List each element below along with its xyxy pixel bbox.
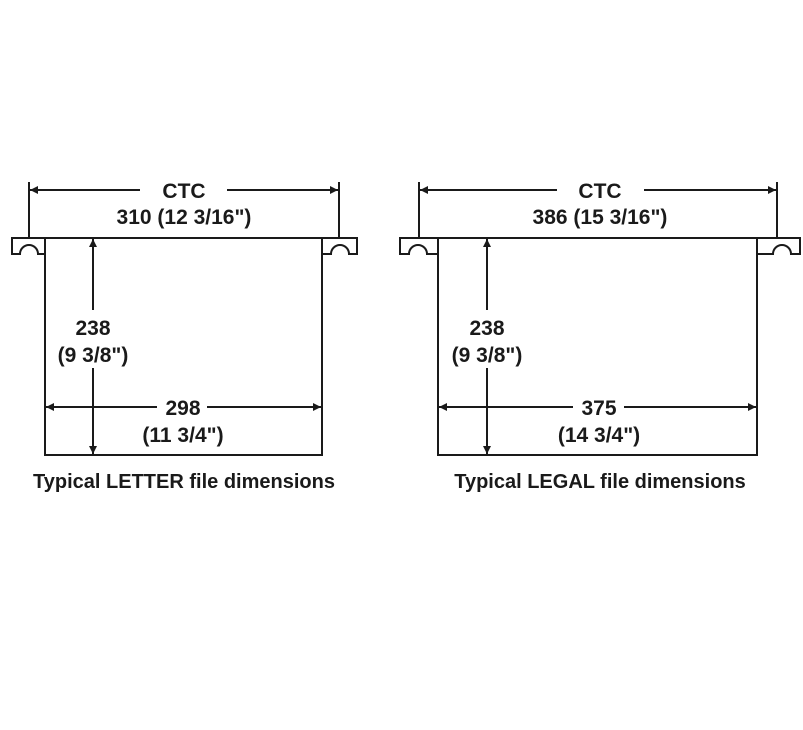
letter-height-value: 238 xyxy=(75,317,110,340)
left-hanger-tab xyxy=(399,237,438,255)
legal-caption: Typical LEGAL file dimensions xyxy=(454,471,746,493)
legal-width-inches: (14 3/4") xyxy=(558,424,640,447)
legal-height-value: 238 xyxy=(469,317,504,340)
legal-ctc-label: CTC xyxy=(578,180,621,203)
legal-file-diagram xyxy=(399,182,801,456)
letter-caption: Typical LETTER file dimensions xyxy=(33,471,335,493)
letter-width-value: 298 xyxy=(165,397,200,420)
right-hanger-tab xyxy=(322,237,358,255)
letter-file-diagram xyxy=(11,182,358,456)
letter-ctc-label: CTC xyxy=(162,180,205,203)
legal-height-inches: (9 3/8") xyxy=(452,344,523,367)
letter-ctc-value: 310 (12 3/16") xyxy=(117,206,252,229)
left-hanger-tab xyxy=(11,237,45,255)
letter-file-body xyxy=(44,237,323,456)
letter-width-inches: (11 3/4") xyxy=(142,424,223,447)
legal-width-value: 375 xyxy=(581,397,616,420)
legal-ctc-value: 386 (15 3/16") xyxy=(533,206,668,229)
letter-height-inches: (9 3/8") xyxy=(58,344,129,367)
legal-file-body xyxy=(437,237,758,456)
right-hanger-tab xyxy=(757,237,801,255)
